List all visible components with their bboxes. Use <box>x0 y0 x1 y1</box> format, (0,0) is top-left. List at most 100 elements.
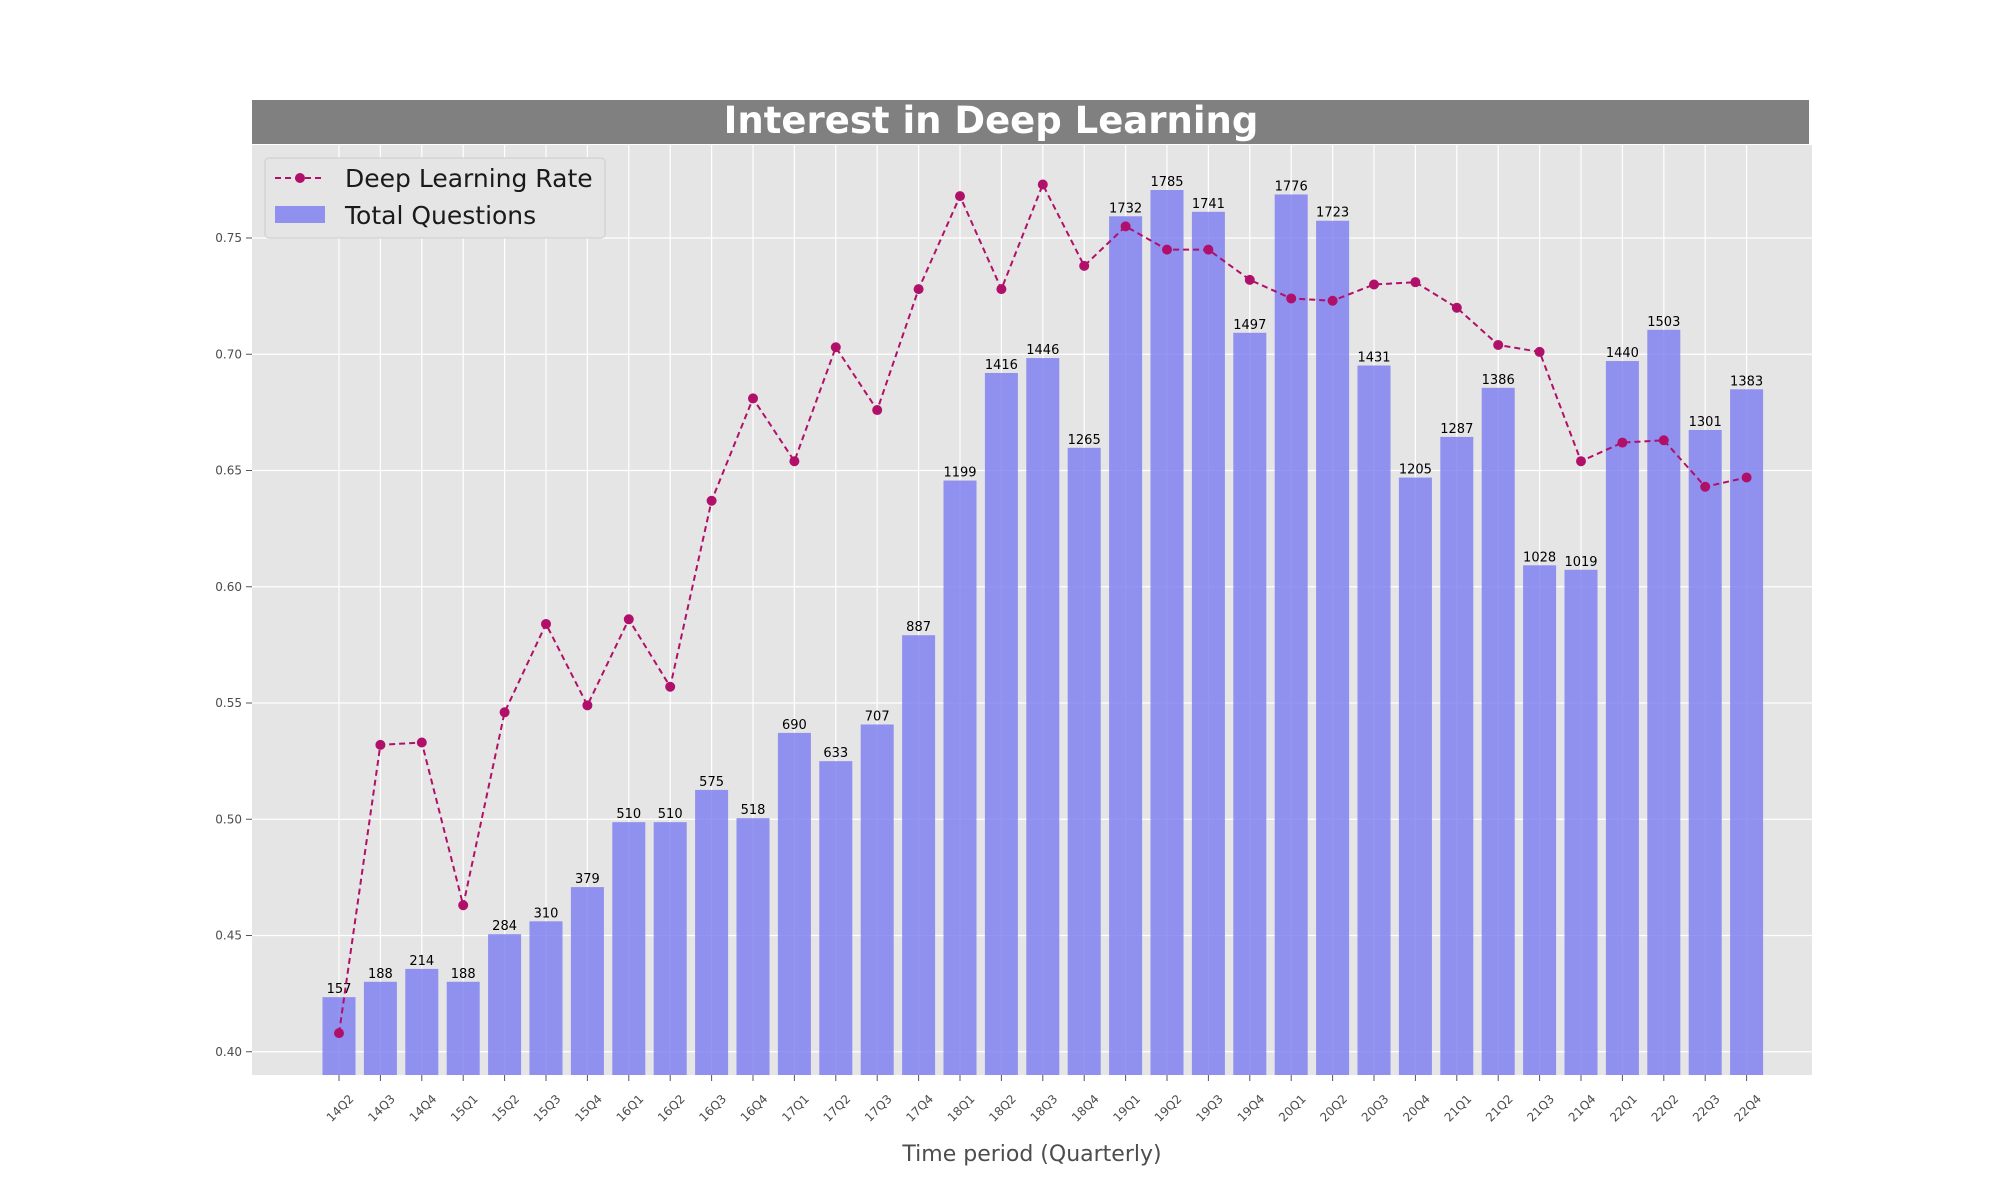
x-tick-label: 20Q4 <box>1400 1092 1433 1125</box>
bar-value-label: 1503 <box>1647 315 1680 330</box>
x-tick-label: 16Q1 <box>614 1092 647 1125</box>
bar-value-label: 1383 <box>1730 374 1763 389</box>
x-tick-label: 18Q3 <box>1028 1092 1061 1125</box>
x-tick-label: 22Q1 <box>1607 1092 1640 1125</box>
rate-point <box>1120 221 1131 232</box>
rate-point <box>1162 244 1172 255</box>
legend-bar-swatch <box>275 206 325 223</box>
bar <box>819 761 853 1075</box>
bar-value-label: 1416 <box>985 358 1018 373</box>
rate-point <box>665 681 676 692</box>
bar <box>695 789 729 1075</box>
bar <box>1026 358 1060 1075</box>
bar <box>1647 329 1681 1075</box>
x-tick-label: 14Q4 <box>407 1092 440 1125</box>
rate-point <box>706 495 717 506</box>
rate-point <box>1037 179 1048 190</box>
rate-point <box>955 191 965 202</box>
bar <box>1191 211 1225 1075</box>
bar <box>1605 361 1639 1075</box>
bar <box>1523 565 1557 1075</box>
y-tick-label: 0.70 <box>215 347 242 361</box>
bar-value-label: 310 <box>534 906 559 921</box>
bar <box>902 635 936 1075</box>
rate-point <box>1658 435 1669 446</box>
x-tick-label: 19Q4 <box>1235 1092 1268 1125</box>
x-tick-label: 17Q3 <box>862 1092 895 1125</box>
rate-point <box>1700 481 1711 492</box>
bar <box>1150 190 1184 1075</box>
x-tick-label: 15Q4 <box>572 1092 605 1125</box>
bar <box>1316 220 1350 1075</box>
rate-point <box>499 707 510 718</box>
bar-value-label: 690 <box>782 718 807 733</box>
rate-point <box>872 405 883 416</box>
x-tick-label: 21Q2 <box>1483 1092 1516 1125</box>
bar <box>363 981 397 1075</box>
rate-point <box>789 456 800 467</box>
x-tick-label: 16Q3 <box>696 1092 729 1125</box>
bar-value-label: 1199 <box>943 466 976 481</box>
bar-value-label: 188 <box>451 967 476 982</box>
y-tick-label: 0.45 <box>215 929 242 943</box>
legend-box <box>264 157 606 239</box>
x-tick-label: 17Q2 <box>821 1092 854 1125</box>
chart-title: Interest in Deep Learning <box>724 99 1259 142</box>
bar-value-label: 518 <box>741 803 766 818</box>
bar <box>1564 569 1598 1075</box>
x-tick-label: 22Q4 <box>1731 1092 1764 1125</box>
rate-point <box>1203 244 1214 255</box>
x-tick-label: 19Q3 <box>1193 1092 1226 1125</box>
rate-line-series <box>334 179 1752 1039</box>
x-tick-label: 21Q3 <box>1524 1092 1557 1125</box>
legend-label-rate: Deep Learning Rate <box>345 164 593 193</box>
bar-value-label: 1028 <box>1523 550 1556 565</box>
bar-value-label: 1776 <box>1275 179 1308 194</box>
bar <box>1233 332 1267 1075</box>
rate-point <box>375 739 386 750</box>
bar <box>1357 365 1391 1076</box>
x-tick-label: 21Q1 <box>1442 1092 1475 1125</box>
bar <box>1440 436 1474 1075</box>
bar-value-label: 1732 <box>1109 201 1142 216</box>
bar <box>777 732 811 1075</box>
x-tick-label: 17Q4 <box>903 1092 936 1125</box>
x-tick-label: 18Q2 <box>986 1092 1019 1125</box>
rate-point <box>748 393 758 404</box>
x-tick-label: 20Q2 <box>1317 1092 1350 1125</box>
rate-point <box>1451 302 1462 313</box>
x-axis-ticks: 14Q2 14Q3 14Q4 15Q1 15Q2 15Q3 15Q4 16Q1 16Q2 16Q3… <box>324 1075 1764 1125</box>
rate-point <box>1741 472 1752 483</box>
rate-point <box>541 618 551 629</box>
rate-point <box>1617 437 1628 448</box>
x-tick-label: 17Q1 <box>779 1092 812 1125</box>
rate-point <box>1576 456 1586 467</box>
y-axis-ticks: 0.40 0.45 0.50 0.55 0.60 0.65 0.70 0.75 <box>215 231 252 1059</box>
y-tick-label: 0.55 <box>215 696 242 710</box>
bar-value-label: 214 <box>409 954 434 969</box>
bar-value-label: 1723 <box>1316 206 1349 221</box>
y-tick-label: 0.40 <box>215 1045 242 1059</box>
bar <box>860 724 894 1075</box>
x-tick-label: 18Q1 <box>945 1092 978 1125</box>
bar-value-label: 633 <box>823 746 848 761</box>
x-tick-label: 19Q2 <box>1152 1092 1185 1125</box>
bar <box>984 372 1018 1075</box>
bar-value-label: 284 <box>492 919 517 934</box>
bar <box>1067 447 1101 1075</box>
bar-value-label: 575 <box>699 775 724 790</box>
bar <box>943 480 977 1075</box>
bar-value-label: 1446 <box>1026 343 1059 358</box>
bar <box>653 822 687 1075</box>
bar <box>570 887 604 1075</box>
rate-point <box>1493 339 1504 350</box>
rate-point <box>1079 260 1090 271</box>
bar <box>529 921 563 1075</box>
bar <box>1688 429 1722 1075</box>
x-tick-label: 20Q1 <box>1276 1092 1309 1125</box>
rate-point <box>334 1028 344 1039</box>
bar-labels: 157 188 214 188 284 310 379 510 510 575 518 690 633 7… <box>327 175 1764 997</box>
bar <box>1274 194 1308 1076</box>
bar <box>1109 216 1143 1075</box>
